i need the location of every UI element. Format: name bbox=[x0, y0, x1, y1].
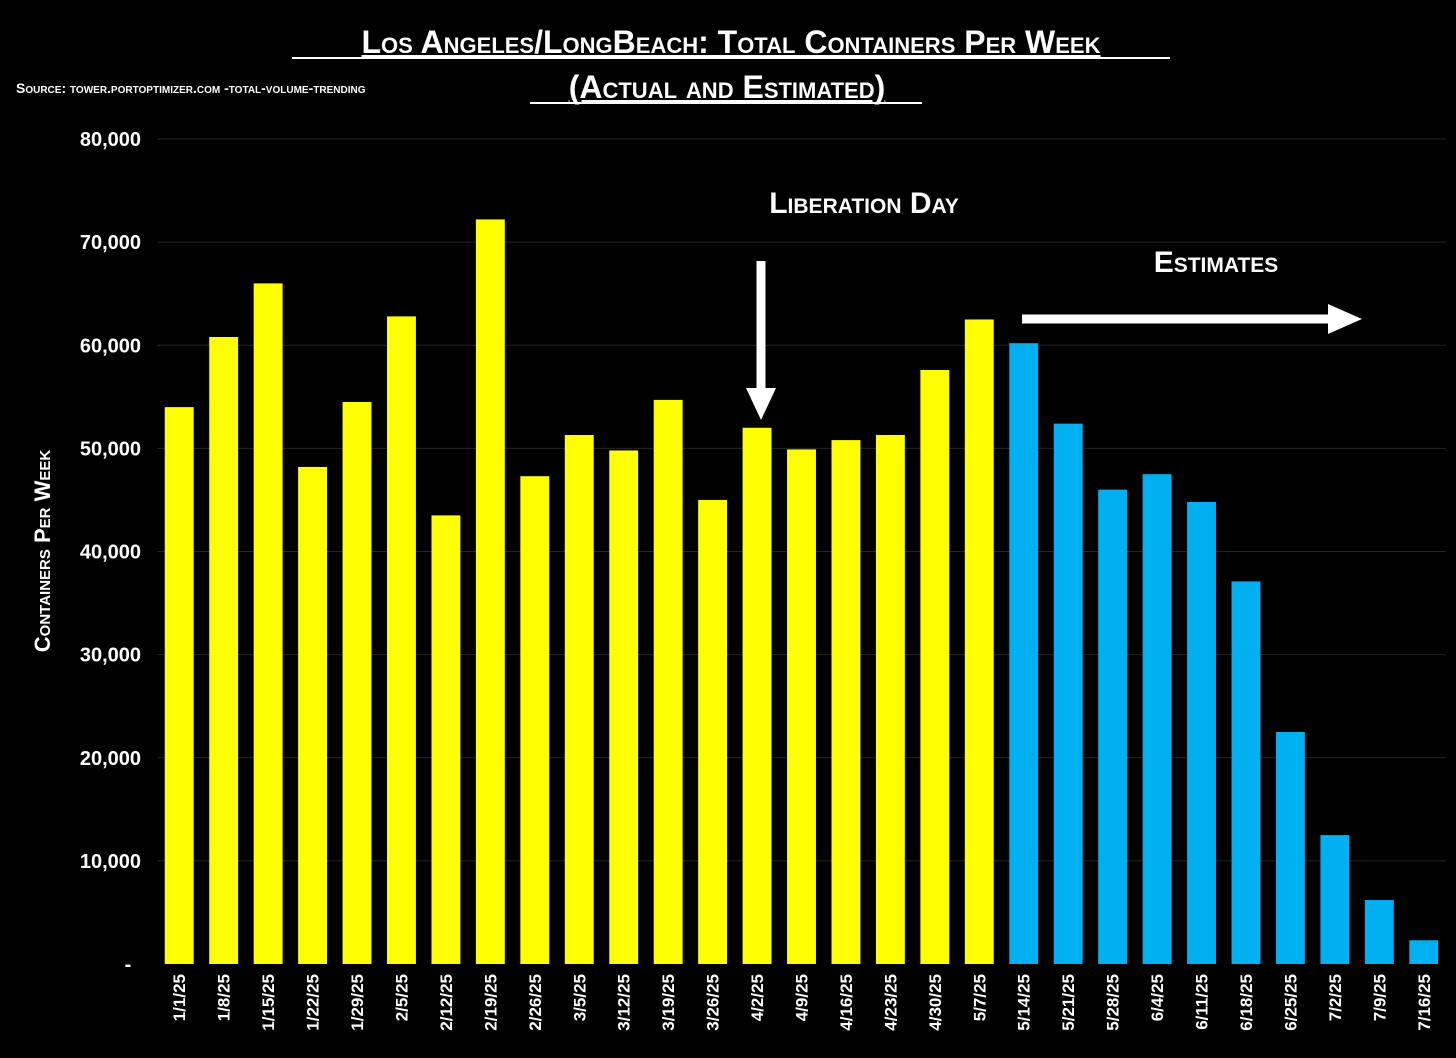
bar-estimated-7-9-25 bbox=[1364, 900, 1394, 964]
x-tick-label: 1/15/25 bbox=[259, 974, 278, 1031]
bar-actual-1-1-25 bbox=[164, 407, 194, 964]
bar-estimated-6-25-25 bbox=[1275, 731, 1305, 964]
y-tick-label: 10,000 bbox=[80, 851, 141, 873]
x-tick-label: 2/5/25 bbox=[392, 974, 411, 1021]
x-tick-label: 2/12/25 bbox=[437, 974, 456, 1031]
y-tick-label: 50,000 bbox=[80, 438, 141, 460]
y-tick-label: 30,000 bbox=[80, 645, 141, 667]
x-tick-label: 4/23/25 bbox=[881, 974, 900, 1031]
y-axis-label: Containers Per Week bbox=[30, 450, 55, 653]
x-tick-label: 2/26/25 bbox=[526, 974, 545, 1031]
x-tick-label: 4/16/25 bbox=[837, 974, 856, 1031]
x-tick-label: 3/12/25 bbox=[615, 974, 634, 1031]
x-tick-label: 3/26/25 bbox=[704, 974, 723, 1031]
x-tick-label: 7/16/25 bbox=[1415, 974, 1434, 1031]
bar-actual-4-9-25 bbox=[787, 449, 816, 964]
bar-estimated-7-16-25 bbox=[1409, 940, 1439, 964]
chart-title-line2: (Actual and Estimated) bbox=[569, 69, 886, 105]
bar-actual-1-15-25 bbox=[253, 283, 283, 964]
bar-actual-1-22-25 bbox=[298, 466, 328, 964]
x-tick-label: 4/30/25 bbox=[926, 974, 945, 1031]
x-tick-label: 4/2/25 bbox=[748, 974, 767, 1021]
y-tick-label: 60,000 bbox=[80, 335, 141, 357]
bar-estimated-6-4-25 bbox=[1142, 474, 1172, 964]
liberation-day-label: Liberation Day bbox=[769, 187, 959, 220]
x-tick-label: 6/25/25 bbox=[1281, 974, 1300, 1031]
bars bbox=[164, 219, 1439, 964]
bar-actual-1-29-25 bbox=[342, 401, 372, 964]
bar-actual-2-5-25 bbox=[387, 316, 416, 964]
bar-actual-3-26-25 bbox=[698, 499, 728, 964]
bar-actual-4-23-25 bbox=[875, 434, 905, 964]
bar-actual-4-2-25 bbox=[742, 427, 772, 964]
x-tick-label: 7/9/25 bbox=[1370, 974, 1389, 1021]
estimates-label: Estimates bbox=[1154, 246, 1279, 279]
x-tick-label: 6/4/25 bbox=[1148, 974, 1167, 1021]
y-tick-label: 80,000 bbox=[80, 129, 141, 151]
bar-actual-4-16-25 bbox=[831, 440, 861, 964]
x-tick-label: 4/9/25 bbox=[793, 974, 812, 1021]
x-tick-label: 5/7/25 bbox=[970, 974, 989, 1021]
x-tick-label: 7/2/25 bbox=[1326, 974, 1345, 1021]
source-note: Source: tower.portoptimizer.com -total-v… bbox=[16, 80, 366, 96]
x-tick-label: 3/19/25 bbox=[659, 974, 678, 1031]
x-tick-label: 1/29/25 bbox=[348, 974, 367, 1031]
bar-actual-5-7-25 bbox=[964, 319, 994, 964]
y-tick-label: 20,000 bbox=[80, 748, 141, 770]
bar-actual-3-12-25 bbox=[609, 450, 639, 964]
y-tick-label: - bbox=[125, 954, 132, 976]
x-tick-label: 3/5/25 bbox=[570, 974, 589, 1021]
bar-actual-3-19-25 bbox=[653, 399, 683, 964]
bar-actual-1-8-25 bbox=[209, 337, 239, 964]
bar-actual-2-12-25 bbox=[431, 515, 461, 964]
bar-estimated-5-14-25 bbox=[1009, 343, 1039, 964]
x-tick-label: 1/1/25 bbox=[170, 974, 189, 1021]
x-tick-labels: 1/1/25 1/8/25 1/15/25 1/22/25 1/29/25 2/5/25 2… bbox=[170, 974, 1434, 1031]
x-tick-label: 5/14/25 bbox=[1015, 974, 1034, 1031]
bar-actual-3-5-25 bbox=[564, 434, 594, 964]
x-tick-label: 5/28/25 bbox=[1104, 974, 1123, 1031]
bar-estimated-6-18-25 bbox=[1231, 581, 1261, 964]
bar-actual-4-30-25 bbox=[920, 370, 950, 964]
x-tick-label: 1/22/25 bbox=[304, 974, 323, 1031]
bar-actual-2-19-25 bbox=[475, 219, 505, 964]
bar-estimated-6-11-25 bbox=[1187, 502, 1216, 964]
x-tick-label: 6/11/25 bbox=[1193, 974, 1212, 1030]
y-tick-label: 40,000 bbox=[80, 542, 141, 564]
y-tick-label: 70,000 bbox=[80, 232, 141, 254]
bar-estimated-7-2-25 bbox=[1320, 835, 1350, 964]
estimates-arrow-icon bbox=[1022, 304, 1362, 334]
bar-actual-2-26-25 bbox=[520, 476, 550, 964]
x-tick-label: 1/8/25 bbox=[215, 974, 234, 1021]
chart-title-line1: Los Angeles/LongBeach: Total Containers … bbox=[362, 24, 1101, 60]
liberation-day-arrow-icon bbox=[746, 261, 776, 420]
bar-estimated-5-28-25 bbox=[1098, 489, 1128, 964]
x-tick-label: 5/21/25 bbox=[1059, 974, 1078, 1031]
x-tick-label: 6/18/25 bbox=[1237, 974, 1256, 1031]
x-tick-label: 2/19/25 bbox=[481, 974, 500, 1031]
y-tick-labels: - 10,000 20,000 30,000 40,000 50,000 60,000 70,… bbox=[80, 129, 141, 976]
bar-estimated-5-21-25 bbox=[1053, 423, 1083, 964]
